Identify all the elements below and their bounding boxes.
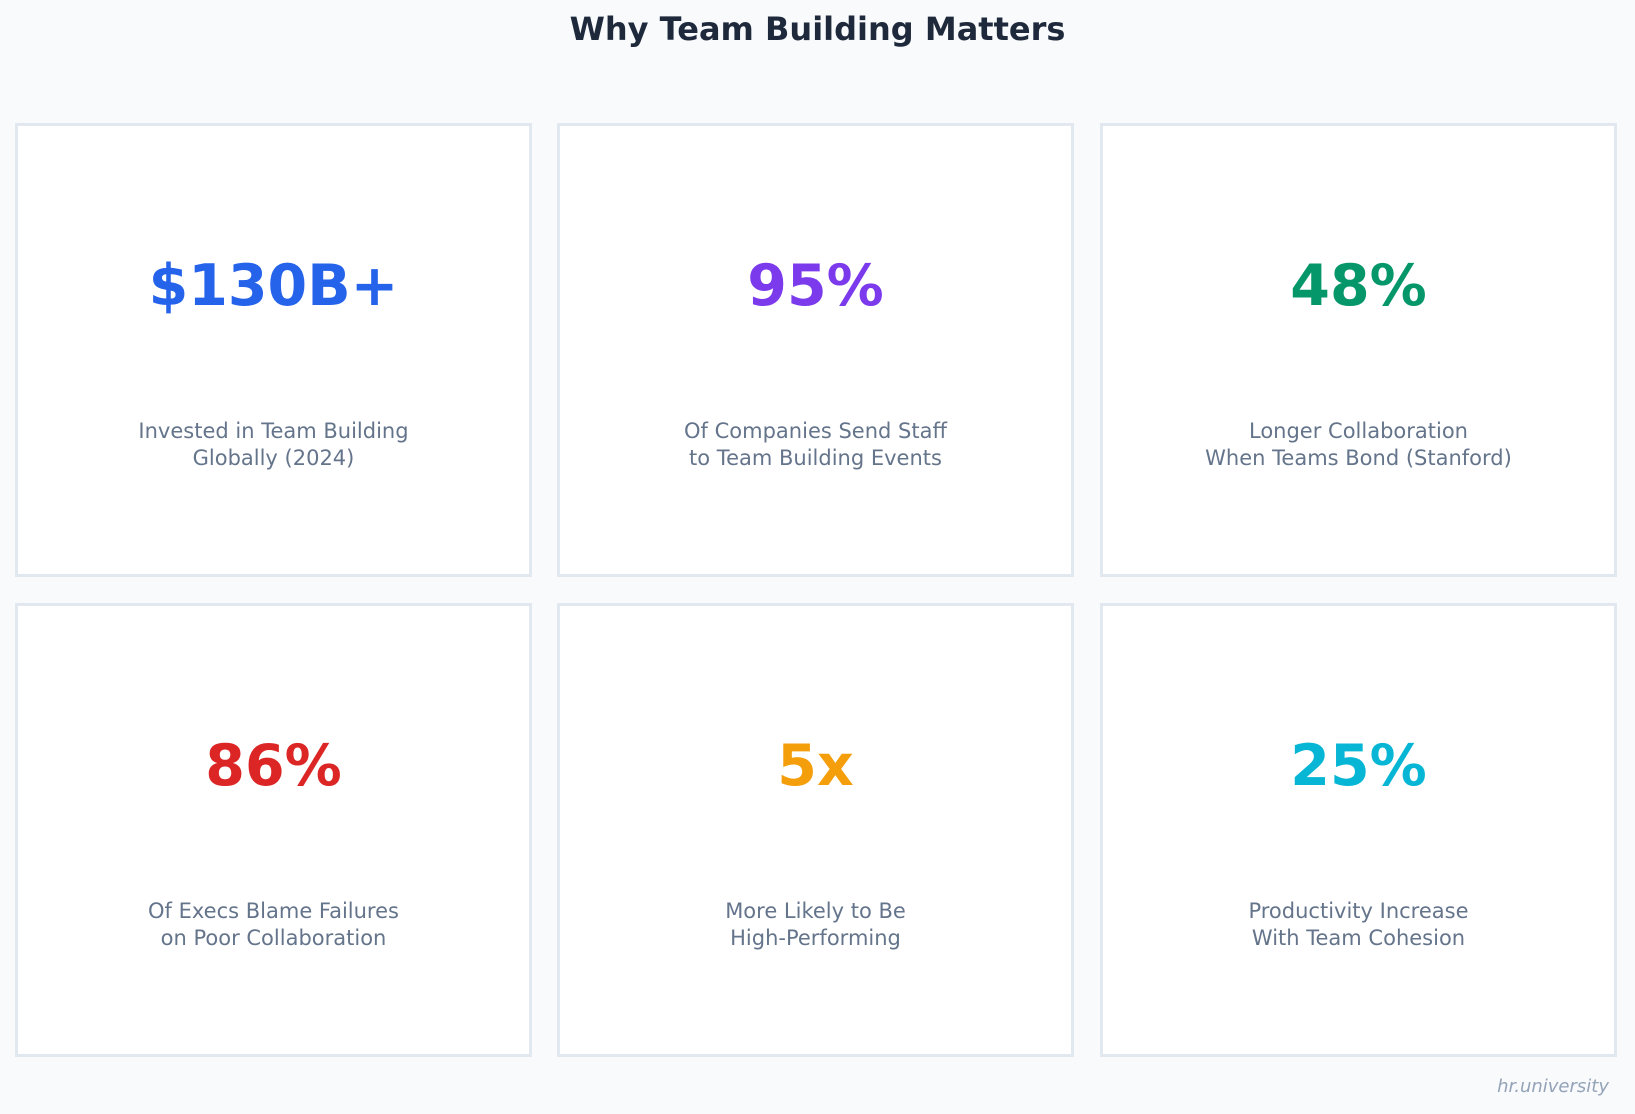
- stat-card: 48% Longer Collaboration When Teams Bond …: [1100, 123, 1617, 577]
- stat-value: 48%: [1290, 253, 1427, 319]
- stat-description: Productivity Increase With Team Cohesion: [1248, 899, 1469, 950]
- stat-value: 95%: [747, 253, 884, 319]
- stat-description: More Likely to Be High-Performing: [725, 899, 906, 950]
- stat-card: 25% Productivity Increase With Team Cohes…: [1100, 603, 1617, 1057]
- watermark: hr.university: [1497, 1076, 1609, 1097]
- stat-card: $130B+ Invested in Team Building Globally…: [15, 123, 532, 577]
- stat-description: Of Companies Send Staff to Team Building …: [684, 419, 947, 470]
- stat-card: 5x More Likely to Be High-Performing: [557, 603, 1074, 1057]
- stat-value: 25%: [1290, 733, 1427, 799]
- stat-card: 86% Of Execs Blame Failures on Poor Colla…: [15, 603, 532, 1057]
- stat-description: Invested in Team Building Globally (2024): [138, 419, 409, 470]
- stat-description: Of Execs Blame Failures on Poor Collabora…: [148, 899, 399, 950]
- page-title: Why Team Building Matters: [569, 10, 1066, 48]
- stat-value: $130B+: [148, 253, 399, 319]
- stat-card: 95% Of Companies Send Staff to Team Build…: [557, 123, 1074, 577]
- stat-value: 86%: [205, 733, 342, 799]
- stat-value: 5x: [777, 733, 854, 799]
- stat-description: Longer Collaboration When Teams Bond (Sta…: [1205, 419, 1512, 470]
